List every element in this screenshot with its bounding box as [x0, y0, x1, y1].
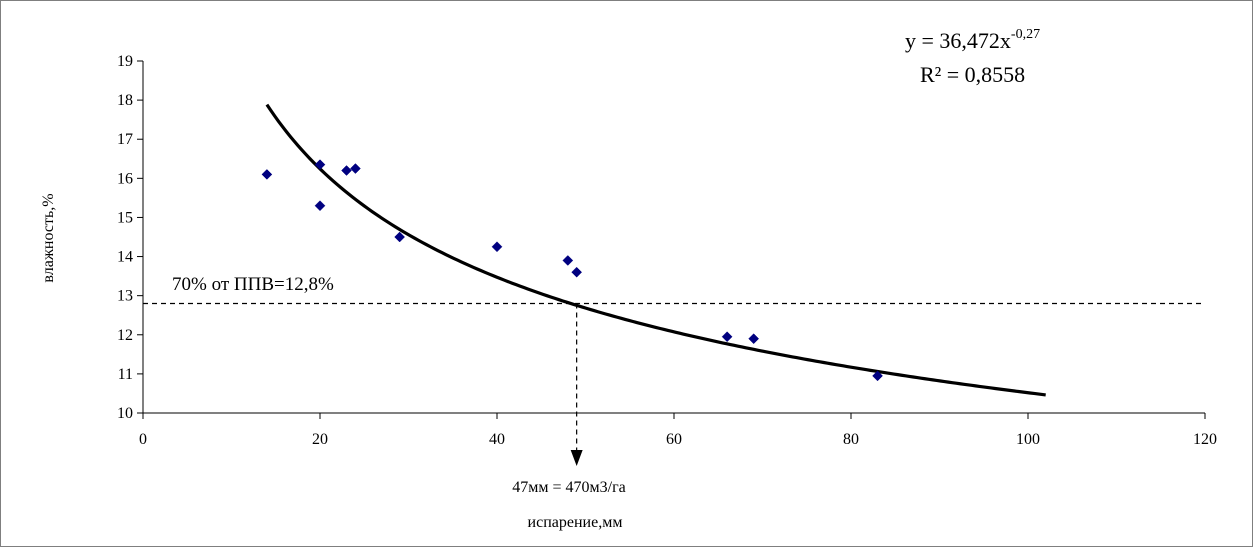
- x-tick-label: 40: [489, 431, 505, 448]
- y-tick-label: 13: [117, 288, 133, 305]
- x-tick-label: 20: [312, 431, 328, 448]
- y-tick-label: 10: [117, 405, 133, 422]
- data-point: [314, 200, 326, 212]
- trendline-curve: [265, 103, 1046, 397]
- data-point: [721, 331, 733, 343]
- y-tick-label: 16: [117, 170, 133, 187]
- y-axis-title: влажность,%: [40, 193, 57, 282]
- trendline-equation-base: y = 36,472x: [905, 28, 1011, 53]
- y-tick-label: 17: [117, 131, 133, 148]
- x-tick-label: 0: [139, 431, 147, 448]
- data-point: [872, 370, 883, 382]
- x-tick-label: 80: [843, 431, 859, 448]
- x-tick-label: 120: [1193, 431, 1217, 448]
- axes-layer: [137, 60, 1206, 419]
- x-tick-label: 100: [1016, 431, 1040, 448]
- marker-label: 47мм = 470м3/га: [512, 479, 626, 496]
- y-tick-label: 19: [117, 53, 133, 70]
- y-tick-label: 11: [118, 366, 133, 383]
- data-point: [571, 266, 583, 278]
- y-tick-label: 14: [117, 249, 133, 266]
- data-point: [562, 255, 574, 266]
- marker-arrowhead: [570, 450, 583, 466]
- data-point: [350, 163, 361, 174]
- trendline-equation: y = 36,472x-0,27: [905, 27, 1040, 53]
- guide-lines: [143, 302, 1205, 466]
- data-point: [491, 241, 503, 253]
- trendline-layer: [265, 103, 1046, 397]
- tick-labels: 10 11 12 13 14 15 16 17 18 19 0 20 40 60 80 100 120: [117, 53, 1217, 448]
- data-point: [261, 169, 273, 180]
- x-tick-label: 60: [666, 431, 682, 448]
- data-point: [748, 333, 760, 345]
- trendline-r2: R² = 0,8558: [920, 62, 1025, 87]
- y-tick-label: 18: [117, 92, 133, 109]
- x-axis-title: испарение,мм: [528, 514, 623, 531]
- data-point: [394, 231, 406, 243]
- threshold-label: 70% от ППВ=12,8%: [172, 274, 334, 295]
- trendline-equation-exponent: -0,27: [1011, 27, 1040, 42]
- data-point: [341, 165, 352, 176]
- y-tick-label: 12: [117, 327, 133, 344]
- data-point: [314, 159, 326, 170]
- data-points: [261, 159, 883, 382]
- y-tick-label: 15: [117, 209, 133, 226]
